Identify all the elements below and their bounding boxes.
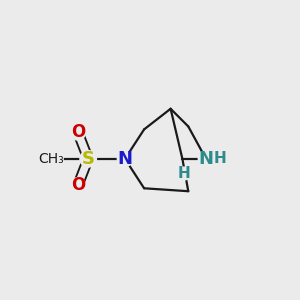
- Circle shape: [70, 125, 85, 140]
- Text: N: N: [198, 150, 213, 168]
- Text: H: H: [214, 151, 226, 166]
- Circle shape: [40, 147, 63, 171]
- Text: CH₃: CH₃: [38, 152, 64, 166]
- Text: N: N: [118, 150, 133, 168]
- Circle shape: [198, 151, 214, 166]
- Text: O: O: [71, 123, 85, 141]
- Circle shape: [117, 151, 133, 166]
- Text: S: S: [82, 150, 95, 168]
- Circle shape: [177, 167, 190, 180]
- Circle shape: [80, 151, 96, 167]
- Circle shape: [70, 178, 85, 193]
- Text: O: O: [71, 176, 85, 194]
- Text: H: H: [178, 166, 190, 181]
- Circle shape: [214, 152, 226, 165]
